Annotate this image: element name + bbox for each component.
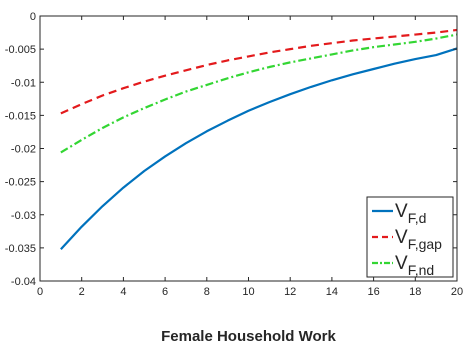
x-tick-label: 20 [451,286,463,298]
x-tick-label: 10 [242,286,254,298]
y-tick-label: -0.04 [11,276,36,288]
series-line-f-d [60,47,458,250]
y-tick-label: -0.035 [5,243,36,255]
y-tick-label: -0.015 [5,110,36,122]
x-axis: 0 2 4 6 8 10 12 14 16 18 20 [37,16,463,298]
x-tick-label: 12 [284,286,296,298]
y-tick-label: -0.005 [5,44,36,56]
x-tick-label: 6 [162,286,168,298]
series-layer [60,28,458,250]
x-tick-label: 16 [367,286,379,298]
x-tick-label: 18 [409,286,421,298]
legend-entry: VF,d [395,201,426,226]
x-tick-label: 8 [204,286,210,298]
series-line-f-nd [60,33,458,154]
x-tick-label: 4 [120,286,126,298]
series-line-f-gap [60,28,458,115]
y-axis: -0.04 -0.035 -0.03 -0.025 -0.02 -0.015 -0.01 -0… [5,11,457,288]
y-tick-label: 0 [30,11,36,23]
x-axis-title: Female Household Work [161,328,336,345]
legend-entry: VF,gap [395,227,442,252]
y-tick-label: -0.02 [11,144,36,156]
legend-entry: VF,nd [395,253,434,278]
x-tick-label: 0 [37,286,43,298]
y-tick-label: -0.01 [11,77,36,89]
y-tick-label: -0.025 [5,177,36,189]
x-tick-label: 2 [79,286,85,298]
y-tick-label: -0.03 [11,210,36,222]
x-tick-label: 14 [326,286,338,298]
